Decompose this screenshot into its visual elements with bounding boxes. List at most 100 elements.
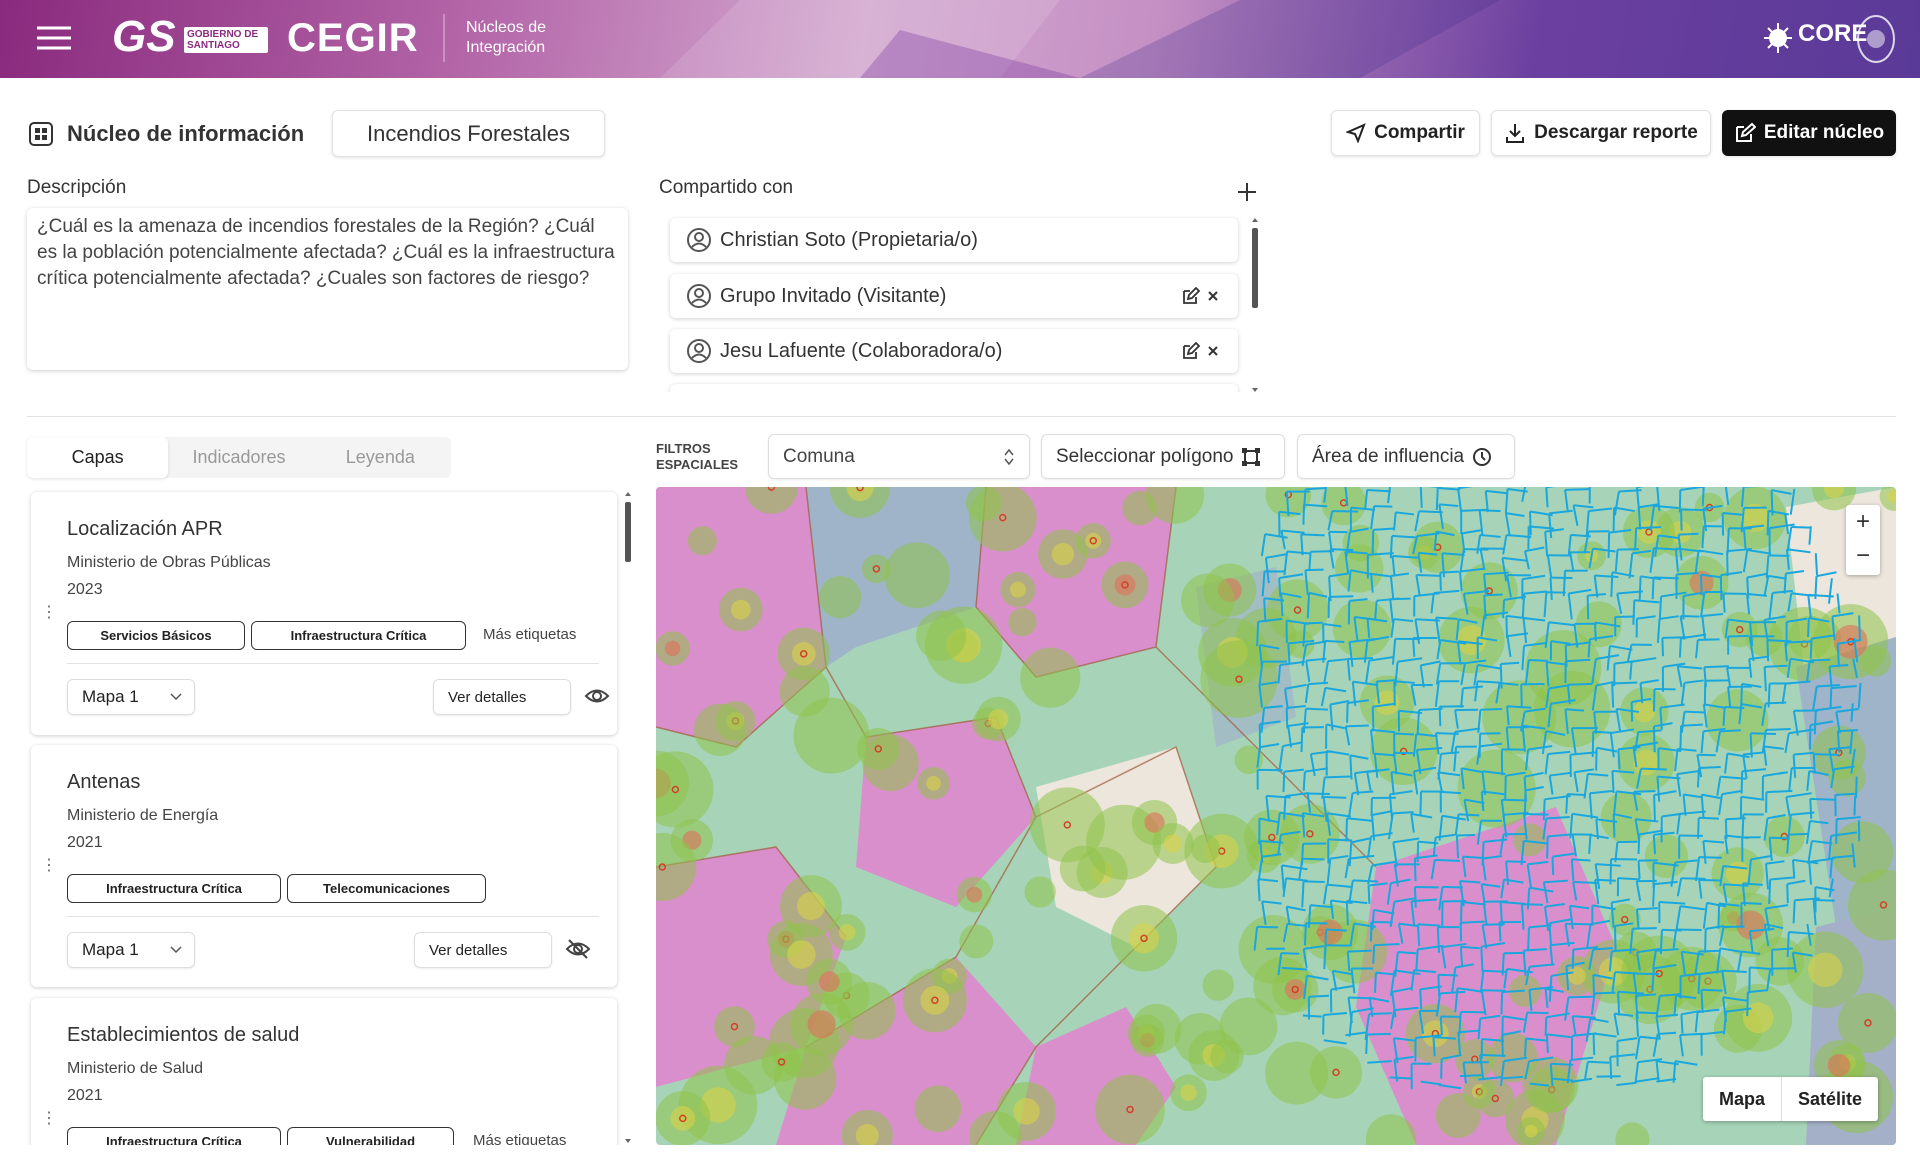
drag-handle[interactable]: ⋮ — [41, 857, 57, 874]
grid-street — [1697, 817, 1700, 839]
grid-street — [1616, 593, 1623, 614]
grid-street — [1612, 814, 1616, 838]
grid-street — [1680, 905, 1706, 911]
grid-street — [1567, 534, 1572, 557]
edit-button[interactable]: Editar núcleo — [1722, 110, 1896, 156]
grid-street — [1569, 552, 1575, 572]
grid-street — [1629, 928, 1634, 954]
visible-icon[interactable] — [584, 685, 610, 707]
grid-street — [1552, 852, 1577, 858]
grid-street — [1348, 1011, 1353, 1037]
grid-street — [1458, 813, 1480, 817]
heat-blob — [687, 526, 717, 556]
map-canvas[interactable] — [656, 487, 1896, 1145]
grid-street — [1548, 775, 1554, 795]
heat-blob — [779, 666, 830, 717]
grid-street — [1616, 790, 1642, 796]
grid-street — [1857, 682, 1862, 709]
grid-street — [1412, 535, 1419, 555]
grid-street — [1259, 681, 1278, 686]
influence-button[interactable]: Área de influencia — [1297, 434, 1515, 479]
grid-street — [1633, 790, 1656, 793]
add-person[interactable] — [1236, 181, 1258, 203]
grid-street — [1613, 813, 1632, 819]
grid-street — [1253, 926, 1259, 951]
grid-street — [1263, 598, 1267, 623]
heat-core — [1808, 952, 1843, 988]
point — [730, 1022, 739, 1031]
comuna-select[interactable]: Comuna — [768, 434, 1030, 479]
nucleo-name[interactable]: Incendios Forestales — [332, 110, 605, 157]
grid-street — [1635, 1077, 1660, 1083]
heat-blob — [1512, 823, 1547, 857]
grid-street — [1812, 686, 1818, 711]
grid-street — [1481, 790, 1507, 796]
map-select[interactable]: Mapa 1 — [67, 932, 195, 968]
heat-blob — [1131, 1003, 1182, 1054]
grid-street — [1371, 706, 1375, 732]
grid-street — [1386, 882, 1392, 905]
grid-street — [1655, 1061, 1660, 1082]
share-button[interactable]: Compartir — [1331, 110, 1480, 156]
grid-street — [1569, 813, 1574, 839]
grid-street — [1479, 548, 1486, 571]
grid-street — [1391, 534, 1416, 539]
layer-title: Localización APR — [67, 518, 223, 540]
grid-street — [1649, 547, 1655, 573]
grid-street — [1393, 618, 1414, 623]
details-button[interactable]: Ver detalles — [414, 932, 552, 968]
grid-street — [1835, 711, 1841, 734]
map[interactable]: + − Mapa Satélite — [656, 487, 1896, 1145]
drag-handle[interactable]: ⋮ — [41, 604, 57, 621]
tab[interactable]: Indicadores — [192, 447, 286, 467]
more-tags[interactable]: Más etiquetas — [473, 1132, 567, 1145]
map-type-satellite[interactable]: Satélite — [1797, 1088, 1862, 1109]
grid-street — [1748, 930, 1754, 953]
grid-street — [1529, 886, 1554, 893]
grid-street — [1634, 599, 1660, 604]
grid-street — [1522, 617, 1528, 644]
heat-blob — [1219, 997, 1278, 1056]
grid-street — [1349, 527, 1369, 533]
grid-street — [1702, 902, 1708, 929]
grid-street — [1809, 638, 1813, 659]
layer-title: Establecimientos de salud — [67, 1024, 300, 1046]
grid-street — [1740, 487, 1745, 507]
grid-street — [1746, 592, 1768, 597]
grid-street — [1694, 1011, 1699, 1033]
tab-active[interactable]: Capas — [27, 437, 169, 478]
grid-street — [1678, 638, 1682, 658]
grid-street — [1397, 657, 1423, 663]
grid-street — [1544, 988, 1549, 1009]
grid-street — [1459, 879, 1481, 884]
person-actions[interactable] — [1182, 342, 1222, 360]
grid-street — [1741, 901, 1762, 905]
download-button[interactable]: Descargar reporte — [1491, 110, 1711, 156]
grid-street — [1835, 792, 1857, 796]
more-tags[interactable]: Más etiquetas — [483, 626, 577, 643]
zoom-out[interactable]: − — [1855, 542, 1870, 569]
grid-street — [1617, 877, 1640, 881]
details-button[interactable]: Ver detalles — [433, 679, 571, 715]
zoom-in[interactable]: + — [1855, 508, 1870, 535]
grid-street — [1325, 639, 1345, 643]
grid-street — [1257, 617, 1283, 623]
grid-street — [1811, 634, 1835, 640]
grid-street — [1524, 771, 1544, 778]
hidden-icon[interactable] — [565, 938, 591, 960]
grid-street — [1852, 658, 1859, 679]
heat-core — [846, 487, 874, 502]
point — [931, 996, 939, 1005]
description-text[interactable]: ¿Cuál es la amenaza de incendios foresta… — [27, 208, 628, 370]
map-type-map[interactable]: Mapa — [1703, 1077, 1782, 1121]
tab[interactable]: Leyenda — [345, 447, 415, 467]
grid-street — [1265, 795, 1271, 822]
drag-handle[interactable]: ⋮ — [41, 1110, 57, 1127]
grid-street — [1419, 665, 1425, 688]
person-actions[interactable] — [1182, 287, 1222, 305]
grid-street — [1766, 968, 1772, 990]
polygon-button[interactable]: Seleccionar polígono — [1041, 434, 1285, 479]
map-select[interactable]: Mapa 1 — [67, 679, 195, 715]
logo-cegir: CEGIR — [287, 16, 419, 60]
grid-street — [1570, 1056, 1594, 1062]
